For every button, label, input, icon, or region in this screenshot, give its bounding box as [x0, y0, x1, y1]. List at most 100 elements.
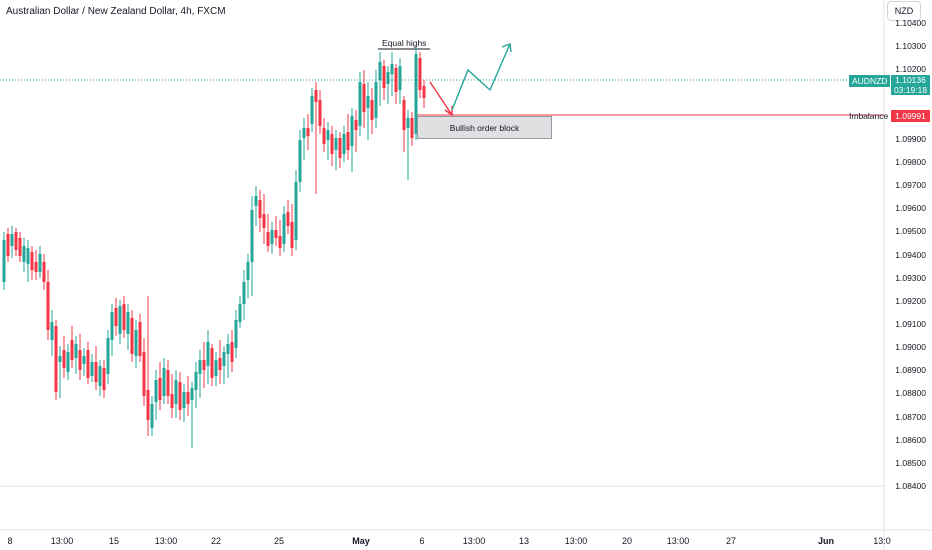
time-axis-label: 25 [273, 536, 285, 546]
candle-body [250, 210, 254, 262]
candle-body [98, 366, 102, 386]
price-axis-label: 1.08600 [895, 434, 926, 445]
candle-body [298, 140, 302, 182]
candle-body [178, 382, 182, 410]
countdown-value: 03:19:18 [893, 85, 928, 95]
candle-body [190, 388, 194, 400]
price-axis-label: 1.09400 [895, 249, 926, 260]
last-price-tag: 1.10136 03:19:18 [891, 75, 930, 95]
candle-body [58, 356, 62, 362]
candle-body [90, 362, 94, 376]
candle-body [422, 86, 426, 98]
time-axis-label: 15 [108, 536, 120, 546]
candle-body [258, 200, 262, 218]
candle-body [362, 84, 366, 112]
candle-body [318, 100, 322, 126]
candle-body [306, 128, 310, 136]
price-axis-label: 1.09200 [895, 295, 926, 306]
candle-body [226, 344, 230, 354]
time-axis-label: 13:00 [564, 536, 588, 546]
price-axis-label: 1.08800 [895, 388, 926, 399]
price-axis-label: 1.09900 [895, 133, 926, 144]
candle-body [262, 214, 266, 228]
candle-body [266, 232, 270, 246]
candle-body [194, 372, 198, 390]
price-axis-label: 1.09300 [895, 272, 926, 283]
last-price-value: 1.10136 [895, 75, 926, 85]
candle-body [278, 236, 282, 248]
candle-body [130, 318, 134, 354]
price-axis-label: 1.09600 [895, 203, 926, 214]
time-axis-label: 13:0 [873, 536, 891, 546]
time-axis-label: 6 [419, 536, 425, 546]
time-axis-label: 13:00 [154, 536, 178, 546]
candle-body [294, 182, 298, 240]
candle-body [166, 370, 170, 396]
candle-body [330, 134, 334, 154]
price-axis-label: 1.09700 [895, 180, 926, 191]
currency-button[interactable]: NZD [887, 1, 921, 21]
price-axis-label: 1.09800 [895, 156, 926, 167]
equal-highs-label: Equal highs [382, 38, 427, 48]
candle-body [366, 96, 370, 108]
time-axis-label: 13:00 [666, 536, 690, 546]
price-axis-label: 1.09500 [895, 226, 926, 237]
order-block-box[interactable]: Bullish order block [417, 116, 552, 139]
time-axis-label: 13 [518, 536, 530, 546]
time-axis-label: Jun [817, 536, 835, 546]
candle-body [326, 130, 330, 140]
candle-body [114, 308, 118, 326]
candle-body [198, 360, 202, 374]
candle-body [410, 118, 414, 138]
candle-body [346, 132, 350, 150]
candle-body [86, 350, 90, 378]
candle-body [26, 248, 30, 264]
candle-body [230, 342, 234, 362]
candle-body [2, 240, 6, 282]
price-axis-label: 1.08500 [895, 457, 926, 468]
candle-body [418, 58, 422, 90]
time-axis-label: 8 [7, 536, 13, 546]
price-axis-label: 1.09000 [895, 342, 926, 353]
projection-up-arrow [451, 43, 511, 111]
candle-body [314, 90, 318, 102]
candle-body [402, 100, 406, 130]
candle-body [110, 312, 114, 340]
candle-body [158, 378, 162, 400]
candle-body [386, 72, 390, 84]
price-axis-label: 1.08900 [895, 365, 926, 376]
time-axis-label: 20 [621, 536, 633, 546]
projection-up-arrowhead [501, 43, 512, 53]
candle-body [394, 68, 398, 92]
candle-body [238, 304, 242, 322]
candle-body [142, 352, 146, 396]
candle-body [102, 368, 106, 390]
price-axis-label: 1.10300 [895, 41, 926, 52]
candle-body [210, 348, 214, 378]
imbalance-label: Imbalance [849, 111, 889, 121]
candle-body [18, 238, 22, 256]
candle-body [50, 322, 54, 340]
candle-body [6, 234, 10, 256]
symbol-tag: AUDNZD [849, 75, 891, 87]
candle-body [94, 362, 98, 382]
candle-body [122, 304, 126, 330]
projection-down-arrow [429, 81, 453, 116]
candle-body [118, 306, 122, 334]
candle-body [406, 118, 410, 128]
candle-body [254, 196, 258, 206]
candle-body [134, 330, 138, 356]
candle-body [202, 360, 206, 370]
candle-body [30, 252, 34, 270]
candle-body [150, 404, 154, 428]
time-axis-label: 13:00 [462, 536, 486, 546]
candle-body [54, 326, 58, 392]
candle-body [162, 368, 166, 396]
time-axis-label: 22 [210, 536, 222, 546]
order-block-label: Bullish order block [449, 122, 520, 133]
candle-body [374, 82, 378, 118]
candle-body [66, 352, 70, 372]
candle-body [282, 214, 286, 244]
candle-body [138, 322, 142, 356]
